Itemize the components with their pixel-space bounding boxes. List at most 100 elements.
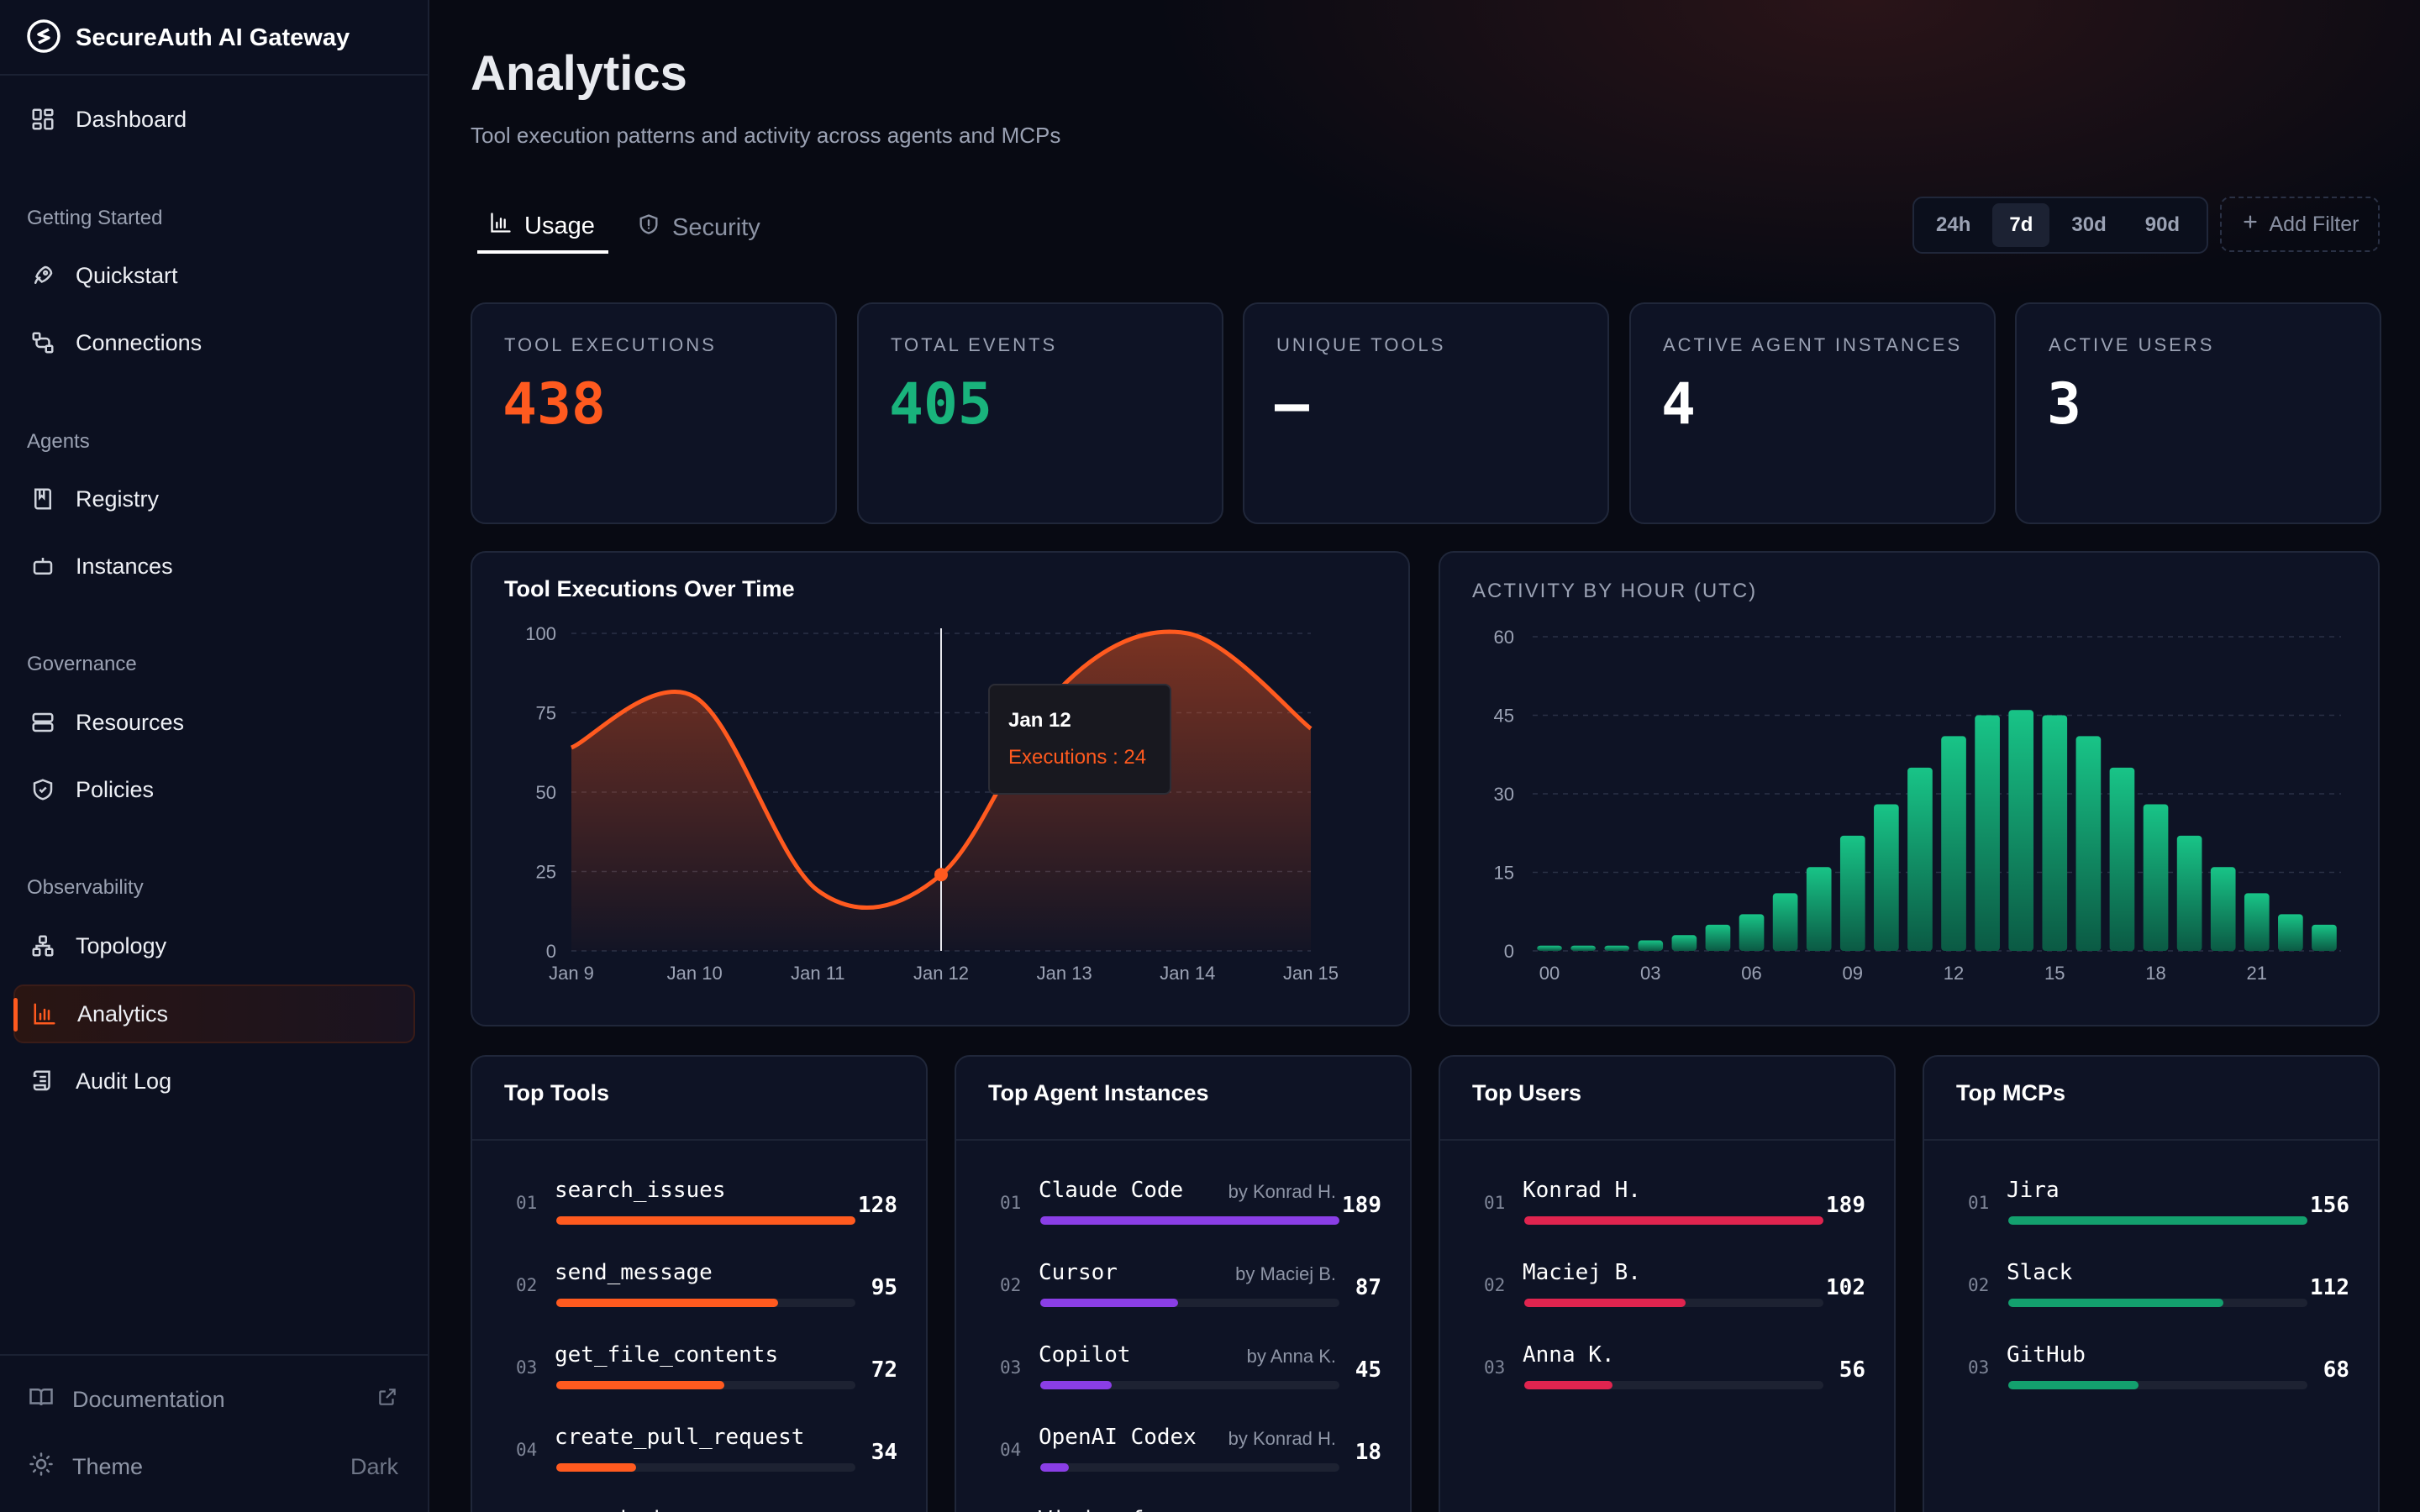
bar-hour-08	[1806, 867, 1832, 951]
list-item[interactable]: 03 Copilot by Anna K. 45	[956, 1320, 1410, 1401]
top-users-panel: Top Users 01 Konrad H. 189 02 Maciej B. 102 03 A…	[1439, 1055, 1896, 1512]
progress-fill	[1524, 1299, 1686, 1307]
bar-hour-07	[1772, 893, 1798, 951]
sidebar-item-label: Instances	[76, 553, 173, 579]
list-item[interactable]: 01 Konrad H. 189	[1440, 1156, 1894, 1236]
tooltip-date: Jan 12	[1008, 709, 1071, 732]
list-item[interactable]: 04 create_pull_request 34	[472, 1403, 926, 1483]
tab-label: Usage	[524, 212, 595, 239]
x-tick-label: Jan 9	[549, 963, 594, 984]
x-tick-label: Jan 10	[667, 963, 723, 984]
bar-hour-02	[1604, 945, 1630, 951]
bar-hour-18	[2143, 804, 2169, 951]
x-tick-label: Jan 12	[913, 963, 969, 984]
y-tick-label: 15	[1494, 863, 1514, 884]
documentation-label: Documentation	[72, 1386, 225, 1412]
list-item[interactable]: 04 OpenAI Codex by Konrad H. 18	[956, 1403, 1410, 1483]
sidebar-item-label: Analytics	[77, 1000, 169, 1026]
item-name: Maciej B.	[1523, 1260, 1641, 1285]
list-item[interactable]: 02 Slack 112	[1924, 1238, 2378, 1319]
divider	[472, 1139, 926, 1141]
x-tick-label: 00	[1539, 963, 1560, 984]
bar-hour-00	[1537, 945, 1562, 951]
bar-hour-23	[2312, 924, 2337, 951]
secureauth-logo-icon	[27, 18, 60, 57]
x-tick-label: Jan 14	[1160, 963, 1215, 984]
progress-track	[556, 1299, 855, 1307]
item-name: Claude Code	[1039, 1178, 1184, 1203]
dashboard-icon	[29, 105, 57, 134]
list-item[interactable]: 03 get_file_contents 72	[472, 1320, 926, 1401]
y-tick-label: 45	[1494, 706, 1514, 727]
progress-track	[1040, 1216, 1339, 1225]
list-item[interactable]: 01 Jira 156	[1924, 1156, 2378, 1236]
y-tick-label: 50	[536, 782, 556, 803]
list-item[interactable]: 02 send_message 95	[472, 1238, 926, 1319]
sidebar-item-resources[interactable]: Resources	[13, 693, 415, 752]
sidebar-item-policies[interactable]: Policies	[13, 760, 415, 819]
list-item[interactable]: 02 Cursor by Maciej B. 87	[956, 1238, 1410, 1319]
progress-fill	[2008, 1381, 2139, 1389]
stat-card-unique-tools: UNIQUE TOOLS —	[1243, 302, 1609, 524]
book-open-icon	[29, 1384, 54, 1415]
progress-track	[2008, 1381, 2307, 1389]
item-name: Konrad H.	[1523, 1178, 1641, 1203]
connections-icon	[29, 328, 57, 357]
progress-fill	[1040, 1381, 1112, 1389]
list-item[interactable]: 01 Claude Code by Konrad H. 189	[956, 1156, 1410, 1236]
x-tick-label: 18	[2145, 963, 2165, 984]
brand[interactable]: SecureAuth AI Gateway	[27, 18, 350, 57]
rank-number: 02	[1484, 1275, 1506, 1295]
sidebar-item-label: Connections	[76, 329, 203, 355]
sidebar-item-analytics[interactable]: Analytics	[13, 984, 415, 1043]
sidebar-item-label: Audit Log	[76, 1068, 172, 1094]
sidebar-item-label: Topology	[76, 932, 167, 958]
divider	[956, 1139, 1410, 1141]
list-item[interactable]: 02 Maciej B. 102	[1440, 1238, 1894, 1319]
range-30d-button[interactable]: 30d	[2071, 213, 2107, 236]
sidebar-item-topology[interactable]: Topology	[13, 916, 415, 975]
bar-hour-10	[1874, 804, 1899, 951]
documentation-link[interactable]: Documentation	[13, 1373, 415, 1426]
y-tick-label: 25	[536, 862, 556, 883]
list-item[interactable]: 05Windsurfby Maciej B.9	[956, 1485, 1410, 1512]
sidebar-item-dashboard[interactable]: Dashboard	[13, 90, 415, 149]
sidebar-item-connections[interactable]: Connections	[13, 313, 415, 372]
item-name: Anna K.	[1523, 1342, 1615, 1368]
stat-value: 405	[889, 371, 992, 438]
x-tick-label: 21	[2247, 963, 2267, 984]
list-item[interactable]: 01 search_issues 128	[472, 1156, 926, 1236]
list-item[interactable]: 03 Anna K. 56	[1440, 1320, 1894, 1401]
bar-hour-20	[2210, 867, 2236, 951]
progress-track	[1524, 1381, 1823, 1389]
rank-number: 01	[1484, 1193, 1506, 1213]
tab-label: Security	[672, 213, 760, 241]
top-agent-instances-panel: Top Agent Instances 01 Claude Code by Konra…	[955, 1055, 1412, 1512]
range-7d-button[interactable]: 7d	[1992, 203, 2050, 247]
tab-security[interactable]: Security	[637, 202, 760, 254]
top-mcps-panel: Top MCPs 01 Jira 156 02 Slack 112 03 GitHub 68	[1923, 1055, 2380, 1512]
range-90d-button[interactable]: 90d	[2144, 213, 2181, 236]
chart-title: Tool Executions Over Time	[504, 576, 795, 601]
stat-label: UNIQUE TOOLS	[1276, 334, 1446, 355]
sidebar-item-registry[interactable]: Registry	[13, 470, 415, 528]
sidebar-item-instances[interactable]: Instances	[13, 537, 415, 596]
range-24h-button[interactable]: 24h	[1936, 213, 1971, 236]
sidebar-item-label: Policies	[76, 776, 155, 802]
progress-track	[1524, 1216, 1823, 1225]
list-item[interactable]: 03 GitHub 68	[1924, 1320, 2378, 1401]
sidebar-item-audit-log[interactable]: Audit Log	[13, 1052, 415, 1110]
progress-track	[2008, 1299, 2307, 1307]
item-count: 128	[858, 1193, 897, 1218]
list-item[interactable]: 05search_docs18	[472, 1485, 926, 1512]
tab-usage[interactable]: Usage	[477, 202, 608, 254]
shield-alert-icon	[637, 213, 660, 243]
nav-group-observability: Observability	[27, 876, 144, 899]
divider	[0, 1354, 429, 1356]
theme-toggle[interactable]: Theme Dark	[13, 1440, 415, 1494]
sidebar-item-quickstart[interactable]: Quickstart	[13, 246, 415, 305]
bar-hour-14	[2008, 710, 2034, 951]
topology-icon	[29, 932, 57, 960]
scroll-icon	[29, 1067, 57, 1095]
add-filter-button[interactable]: Add Filter	[2220, 197, 2380, 252]
